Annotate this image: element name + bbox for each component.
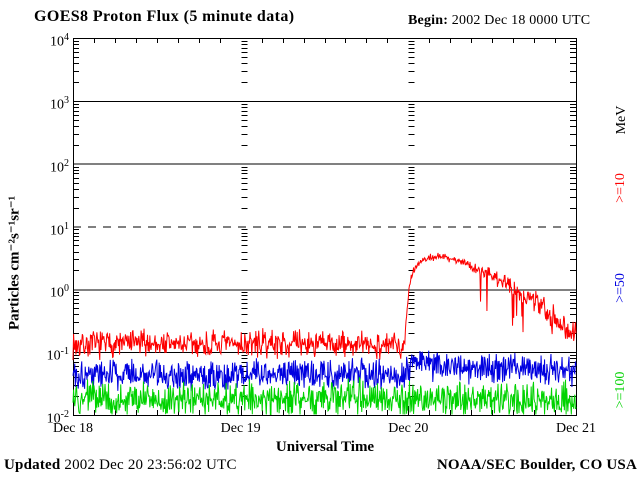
series-line-protons-10-mev — [72, 252, 577, 361]
x-axis-title: Universal Time — [275, 439, 375, 455]
legend-units-label: MeV — [614, 105, 629, 135]
legend-entry-ge10: >=10 — [613, 173, 628, 203]
series-line-protons-100-mev — [72, 376, 577, 415]
x-tick-label-dec-21: Dec 21 — [555, 421, 597, 436]
y-tick-label-1e-2: 10-2 — [46, 409, 69, 427]
updated-timestamp: Updated 2002 Dec 20 23:56:02 UTC — [4, 457, 237, 474]
begin-label: Begin: — [408, 13, 449, 28]
x-tick-label-dec-18: Dec 18 — [52, 421, 94, 436]
begin-time: Begin: 2002 Dec 18 0000 UTC — [408, 13, 590, 29]
x-tick-label-dec-20: Dec 20 — [388, 421, 429, 436]
y-tick-label-1e2: 102 — [50, 157, 69, 176]
source-credit: NOAA/SEC Boulder, CO USA — [436, 457, 637, 473]
plot-frame — [73, 38, 577, 416]
y-tick-label-1e1: 101 — [50, 220, 69, 239]
y-tick-label-1e0: 100 — [50, 283, 69, 301]
begin-value: 2002 Dec 18 0000 UTC — [451, 13, 591, 28]
y-tick-label-1e3: 103 — [50, 94, 69, 113]
chart-title: GOES8 Proton Flux (5 minute data) — [34, 8, 295, 25]
y-tick-label-1e4: 104 — [50, 32, 69, 50]
x-tick-label-dec-19: Dec 19 — [220, 421, 261, 436]
legend-entry-ge100: >=100 — [613, 371, 628, 409]
y-tick-label-1e-1: 10-1 — [46, 346, 69, 364]
legend-entry-ge50: >=50 — [613, 273, 628, 303]
updated-label: Updated — [4, 457, 61, 473]
series-line-protons-50-mev — [72, 350, 577, 392]
updated-value: 2002 Dec 20 23:56:02 UTC — [64, 457, 237, 473]
